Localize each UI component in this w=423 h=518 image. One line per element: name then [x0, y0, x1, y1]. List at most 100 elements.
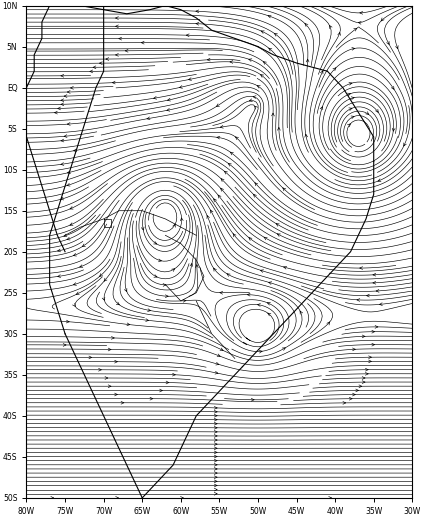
FancyArrowPatch shape [214, 476, 217, 479]
FancyArrowPatch shape [220, 125, 223, 128]
FancyArrowPatch shape [214, 199, 217, 202]
FancyArrowPatch shape [320, 107, 323, 110]
FancyArrowPatch shape [63, 343, 66, 347]
FancyArrowPatch shape [358, 21, 361, 24]
FancyArrowPatch shape [214, 455, 217, 458]
FancyArrowPatch shape [379, 303, 382, 306]
FancyArrowPatch shape [404, 143, 406, 146]
FancyArrowPatch shape [119, 37, 121, 40]
FancyArrowPatch shape [253, 194, 256, 197]
FancyArrowPatch shape [82, 244, 85, 247]
FancyArrowPatch shape [74, 253, 77, 256]
FancyArrowPatch shape [365, 368, 368, 371]
FancyArrowPatch shape [220, 348, 223, 351]
FancyArrowPatch shape [376, 109, 378, 112]
FancyArrowPatch shape [154, 96, 157, 99]
FancyArrowPatch shape [71, 87, 73, 89]
FancyArrowPatch shape [259, 350, 262, 353]
FancyArrowPatch shape [99, 62, 102, 65]
FancyArrowPatch shape [233, 234, 236, 237]
FancyArrowPatch shape [186, 34, 189, 37]
FancyArrowPatch shape [115, 361, 118, 363]
FancyArrowPatch shape [89, 356, 92, 359]
FancyArrowPatch shape [58, 107, 60, 110]
FancyArrowPatch shape [113, 81, 115, 84]
FancyArrowPatch shape [215, 371, 218, 374]
FancyArrowPatch shape [392, 128, 395, 131]
FancyArrowPatch shape [261, 270, 264, 272]
FancyArrowPatch shape [60, 197, 64, 200]
FancyArrowPatch shape [51, 496, 54, 499]
FancyArrowPatch shape [268, 15, 271, 18]
FancyArrowPatch shape [376, 290, 379, 292]
FancyArrowPatch shape [127, 323, 130, 326]
FancyArrowPatch shape [58, 275, 60, 278]
FancyArrowPatch shape [375, 325, 378, 328]
FancyArrowPatch shape [216, 363, 219, 365]
FancyArrowPatch shape [61, 103, 64, 106]
FancyArrowPatch shape [99, 368, 102, 371]
FancyArrowPatch shape [351, 116, 354, 119]
FancyArrowPatch shape [207, 215, 209, 219]
FancyArrowPatch shape [104, 278, 107, 281]
FancyArrowPatch shape [61, 75, 64, 77]
FancyArrowPatch shape [360, 267, 363, 269]
FancyArrowPatch shape [378, 179, 381, 181]
FancyArrowPatch shape [99, 274, 103, 277]
FancyArrowPatch shape [352, 348, 355, 351]
FancyArrowPatch shape [349, 397, 352, 400]
FancyArrowPatch shape [179, 85, 182, 89]
FancyArrowPatch shape [173, 224, 176, 227]
FancyArrowPatch shape [230, 152, 233, 155]
FancyArrowPatch shape [141, 227, 144, 230]
FancyArrowPatch shape [347, 124, 350, 127]
FancyArrowPatch shape [347, 93, 351, 96]
FancyArrowPatch shape [396, 46, 398, 49]
FancyArrowPatch shape [228, 163, 231, 166]
FancyArrowPatch shape [214, 447, 217, 450]
FancyArrowPatch shape [357, 298, 360, 301]
FancyArrowPatch shape [67, 91, 70, 93]
FancyArrowPatch shape [214, 419, 217, 421]
FancyArrowPatch shape [227, 274, 230, 277]
FancyArrowPatch shape [368, 360, 371, 363]
FancyArrowPatch shape [333, 68, 336, 71]
FancyArrowPatch shape [214, 430, 217, 433]
FancyArrowPatch shape [255, 183, 258, 186]
FancyArrowPatch shape [258, 304, 261, 306]
FancyArrowPatch shape [214, 407, 217, 409]
FancyArrowPatch shape [214, 480, 217, 483]
FancyArrowPatch shape [221, 179, 224, 182]
FancyArrowPatch shape [352, 48, 355, 50]
FancyArrowPatch shape [269, 48, 272, 51]
FancyArrowPatch shape [214, 488, 217, 491]
FancyArrowPatch shape [217, 136, 220, 139]
FancyArrowPatch shape [141, 41, 144, 44]
FancyArrowPatch shape [282, 348, 286, 350]
FancyArrowPatch shape [159, 389, 162, 392]
FancyArrowPatch shape [214, 451, 217, 454]
FancyArrowPatch shape [214, 459, 217, 462]
FancyArrowPatch shape [214, 439, 217, 441]
FancyArrowPatch shape [102, 297, 105, 300]
FancyArrowPatch shape [267, 303, 270, 305]
FancyArrowPatch shape [214, 464, 217, 466]
FancyArrowPatch shape [343, 401, 346, 404]
FancyArrowPatch shape [64, 234, 67, 237]
FancyArrowPatch shape [172, 269, 175, 271]
FancyArrowPatch shape [218, 195, 221, 198]
FancyArrowPatch shape [167, 108, 170, 111]
FancyArrowPatch shape [230, 61, 233, 63]
FancyArrowPatch shape [214, 422, 217, 425]
FancyArrowPatch shape [115, 53, 118, 56]
FancyArrowPatch shape [189, 78, 192, 80]
FancyArrowPatch shape [360, 11, 363, 14]
FancyArrowPatch shape [214, 472, 217, 474]
FancyArrowPatch shape [74, 283, 77, 285]
FancyArrowPatch shape [373, 281, 376, 284]
FancyArrowPatch shape [362, 381, 365, 383]
FancyArrowPatch shape [124, 289, 127, 292]
FancyArrowPatch shape [196, 22, 199, 25]
FancyArrowPatch shape [362, 335, 365, 338]
FancyArrowPatch shape [283, 188, 286, 191]
